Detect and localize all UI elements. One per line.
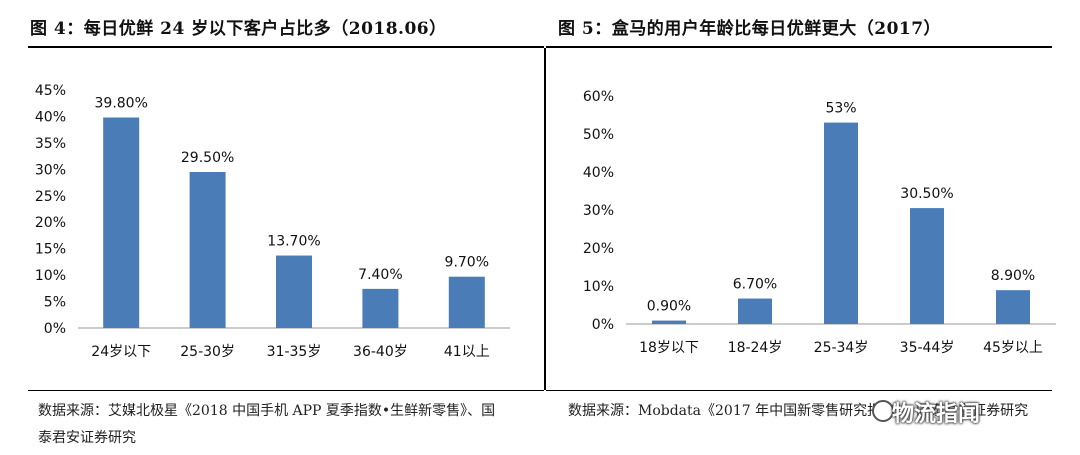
watermark: 物流指闻: [892, 402, 981, 427]
y-tick-label: 15%: [35, 242, 66, 258]
title-rule-right: [546, 46, 1052, 48]
bottom-rule-left: [28, 390, 544, 391]
data-label: 6.70%: [733, 277, 777, 293]
y-tick-label: 50%: [583, 127, 614, 143]
wechat-icon: [872, 400, 894, 422]
y-tick-label: 60%: [583, 89, 614, 105]
bar: [910, 208, 944, 324]
chart-title-right: 图 5：盒马的用户年龄比每日优鲜更大（2017）: [558, 19, 942, 39]
data-label: 7.40%: [358, 267, 402, 283]
y-tick-label: 40%: [583, 165, 614, 181]
bar: [362, 288, 399, 328]
chart-panel-right: 图 5：盒马的用户年龄比每日优鲜更大（2017） 0% 10% 20% 30% 40% 5…: [546, 0, 1080, 455]
y-tick-label: 35%: [35, 136, 66, 152]
y-tick-label: 25%: [35, 189, 66, 205]
x-tick-label: 41以上: [444, 344, 490, 360]
y-tick-label: 20%: [583, 241, 614, 257]
panel-divider: [544, 48, 546, 390]
data-label: 53%: [825, 101, 856, 117]
source-note-left: 数据来源：艾媒北极星《2018 中国手机 APP 夏季指数•生鲜新零售》、国泰君…: [38, 403, 496, 446]
chart-panel-left: 图 4：每日优鲜 24 岁以下客户占比多（2018.06） 0% 5% 10% 15%…: [28, 19, 544, 446]
data-label: 29.50%: [181, 150, 234, 166]
bottom-rule-right: [546, 390, 1052, 391]
bar: [824, 122, 858, 324]
bar: [448, 276, 485, 328]
y-tick-label: 0%: [44, 321, 66, 337]
y-tick-label: 40%: [35, 109, 66, 125]
y-tick-label: 20%: [35, 215, 66, 231]
y-tick-label: 5%: [44, 295, 66, 311]
y-tick-label: 10%: [35, 268, 66, 284]
chart-title-left: 图 4：每日优鲜 24 岁以下客户占比多（2018.06）: [30, 19, 447, 39]
title-rule-left: [28, 46, 544, 48]
data-label: 30.50%: [900, 186, 953, 202]
bar-chart-left: 0% 5% 10% 15% 20% 25% 30% 35% 40% 45% 39.80% 24岁以下 2…: [35, 83, 510, 360]
x-tick-label: 25-30岁: [180, 344, 235, 360]
x-tick-label: 18-24岁: [728, 340, 783, 356]
x-tick-label: 18岁以下: [639, 340, 699, 356]
bar: [738, 298, 772, 324]
data-label: 39.80%: [95, 96, 148, 112]
y-tick-label: 30%: [35, 162, 66, 178]
x-tick-label: 35-44岁: [900, 340, 955, 356]
source-note-right: 数据来源：Mobdata《2017 年中国新零售研究报告》、国泰君安证券研究: [568, 403, 1029, 419]
y-tick-label: 10%: [583, 279, 614, 295]
bar: [996, 290, 1030, 324]
bar: [189, 171, 226, 328]
y-tick-label: 45%: [35, 83, 66, 99]
x-tick-label: 45岁以上: [983, 340, 1043, 356]
y-tick-label: 0%: [592, 317, 614, 333]
bar: [276, 255, 312, 328]
x-tick-label: 24岁以下: [91, 344, 151, 360]
x-tick-label: 36-40岁: [353, 344, 408, 360]
data-label: 8.90%: [991, 268, 1035, 284]
bar-chart-right: 0% 10% 20% 30% 40% 50% 60% 0.90% 18岁以下 6.70% 18-24…: [583, 89, 1056, 356]
x-tick-label: 31-35岁: [267, 344, 322, 360]
x-tick-label: 25-34岁: [814, 340, 869, 356]
data-label: 13.70%: [267, 234, 320, 250]
data-label: 9.70%: [445, 255, 489, 271]
y-tick-label: 30%: [583, 203, 614, 219]
bar: [103, 117, 140, 328]
bar: [652, 320, 686, 324]
data-label: 0.90%: [647, 299, 691, 315]
